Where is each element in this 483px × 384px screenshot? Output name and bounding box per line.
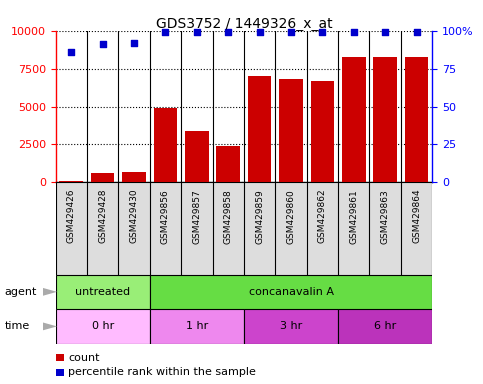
Text: GSM429862: GSM429862: [318, 189, 327, 243]
Text: 3 hr: 3 hr: [280, 321, 302, 331]
Bar: [56, 309, 150, 344]
Text: concanavalin A: concanavalin A: [249, 287, 333, 297]
Text: GSM429856: GSM429856: [161, 189, 170, 243]
Bar: [279, 79, 303, 182]
Text: GSM429430: GSM429430: [129, 189, 139, 243]
Text: 1 hr: 1 hr: [185, 321, 208, 331]
Text: GSM429860: GSM429860: [286, 189, 296, 243]
Text: GSM429428: GSM429428: [98, 189, 107, 243]
Bar: [405, 56, 428, 182]
Text: agent: agent: [5, 287, 37, 297]
Text: GSM429863: GSM429863: [381, 189, 390, 243]
Bar: [248, 76, 271, 182]
Text: percentile rank within the sample: percentile rank within the sample: [68, 367, 256, 377]
Bar: [59, 180, 83, 182]
Point: [224, 29, 232, 35]
Bar: [342, 56, 366, 182]
Text: GSM429864: GSM429864: [412, 189, 421, 243]
Text: GDS3752 / 1449326_x_at: GDS3752 / 1449326_x_at: [156, 17, 332, 31]
Bar: [154, 108, 177, 182]
Point: [99, 41, 107, 48]
Bar: [373, 56, 397, 182]
Text: GSM429858: GSM429858: [224, 189, 233, 243]
Point: [382, 29, 389, 35]
Bar: [122, 172, 146, 182]
Text: GSM429426: GSM429426: [67, 189, 76, 243]
Text: count: count: [68, 353, 99, 363]
Text: GSM429857: GSM429857: [192, 189, 201, 243]
Text: untreated: untreated: [75, 287, 130, 297]
Bar: [216, 146, 240, 182]
Point: [350, 29, 357, 35]
Point: [412, 29, 420, 35]
Bar: [311, 81, 334, 182]
Text: time: time: [5, 321, 30, 331]
Point: [193, 29, 201, 35]
Text: GSM429861: GSM429861: [349, 189, 358, 243]
Point: [256, 29, 264, 35]
Polygon shape: [43, 288, 57, 296]
Text: GSM429859: GSM429859: [255, 189, 264, 243]
Point: [319, 29, 327, 35]
Point: [68, 49, 75, 55]
Point: [287, 29, 295, 35]
Text: 0 hr: 0 hr: [91, 321, 114, 331]
Bar: [91, 173, 114, 182]
Bar: [185, 131, 209, 182]
Point: [130, 40, 138, 46]
Bar: [338, 309, 432, 344]
Bar: [150, 275, 432, 309]
Bar: [56, 275, 150, 309]
Polygon shape: [43, 323, 57, 330]
Bar: [150, 309, 244, 344]
Point: [161, 29, 170, 35]
Text: 6 hr: 6 hr: [374, 321, 397, 331]
Bar: [244, 309, 338, 344]
